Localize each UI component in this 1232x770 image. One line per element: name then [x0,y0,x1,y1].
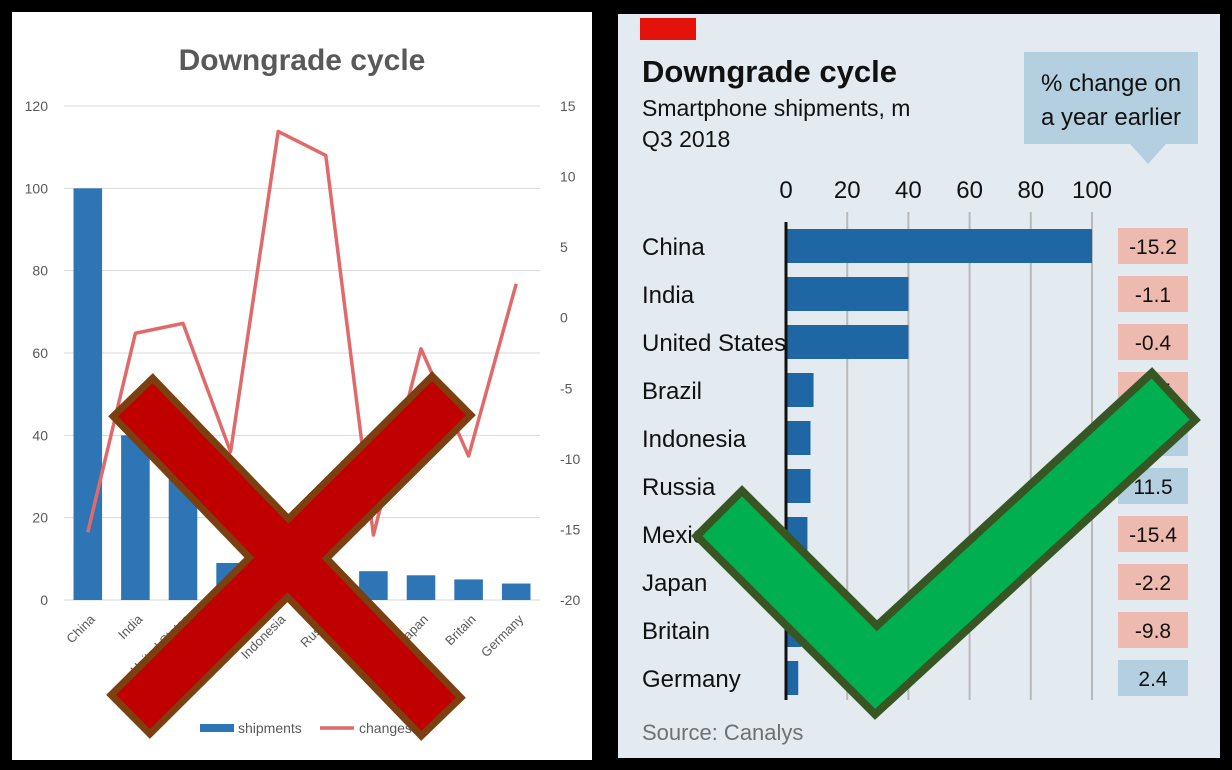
x-tick-label: 60 [956,177,983,204]
changes-line [86,129,518,537]
cross-stroke-fill [116,381,466,729]
change-box-mexico [1118,516,1188,552]
chart-title: Downgrade cycle [179,44,426,77]
change-box-britain [1118,612,1188,648]
category-label-indonesia: Indonesia [642,426,747,453]
y-tick-label: 20 [32,510,48,526]
y2-tick-label: 15 [560,98,576,114]
x-tick-label: 0 [779,177,792,204]
bar-india [121,435,150,600]
bar-china [786,229,1092,263]
x-tick-label: 100 [1072,177,1112,204]
y-tick-label: 80 [32,263,48,279]
change-value-britain: -9.8 [1135,620,1171,643]
change-value-india: -1.1 [1135,284,1171,307]
category-label-china: China [642,234,705,261]
category-label-germany: Germany [642,666,741,693]
change-box-united-states [1118,324,1188,360]
y-tick-label: 60 [32,345,48,361]
y2-tick-label: 0 [560,310,568,326]
change-header-text: % change on [1041,70,1181,97]
x-tick-label: 20 [834,177,861,204]
legend-label-changes: changes [359,720,412,736]
economist-bar-chart: Downgrade cycle Smartphone shipments, m Q3… [640,18,1201,745]
change-value-mexico: -15.4 [1129,524,1177,547]
category-label-russia: Russia [642,474,716,501]
chart-period: Q3 2018 [642,126,730,152]
chart-title: Downgrade cycle [642,54,897,89]
change-value-japan: -2.2 [1135,572,1171,595]
x-tick-label: 40 [895,177,922,204]
change-box-china [1118,228,1188,264]
x-tick-label: 80 [1017,177,1044,204]
green-check-mark [691,367,1201,720]
x-tick-label: Germany [478,611,527,660]
change-box-germany [1118,660,1188,696]
bar-germany [501,583,531,600]
y2-tick-label: -10 [560,451,580,467]
check-stroke-fill [702,378,1190,709]
bar-india [786,277,909,311]
change-box-japan [1118,564,1188,600]
right-chart-panel: Downgrade cycle Smartphone shipments, m Q3… [618,14,1220,758]
x-tick-label: China [63,611,98,646]
change-header-box [1024,52,1198,164]
y2-tick-label: 5 [560,239,568,255]
y-tick-label: 0 [40,592,48,608]
y2-tick-label: -5 [560,380,573,396]
red-cross-mark [106,371,476,741]
x-tick-label: Britain [442,612,479,649]
y-tick-label: 100 [25,180,49,196]
category-label-india: India [642,282,695,309]
y2-tick-label: -20 [560,592,580,608]
bar-japan [406,575,436,600]
source-note: Source: Canalys [642,720,803,745]
category-label-united-states: United States [642,330,786,357]
bar-germany [786,661,799,695]
left-chart-panel: Downgrade cycle 0 20 40 60 80 100 120 -20 -15 -10-… [12,12,592,760]
bar-china [73,188,103,601]
change-value-russia: 11.5 [1133,476,1172,499]
y2-tick-label: 10 [560,169,576,185]
change-box-india [1118,276,1188,312]
bar-britain [454,579,483,600]
change-value-china: -15.2 [1129,236,1177,259]
bar-brazil [786,373,814,407]
y-tick-label: 120 [25,98,49,114]
change-value-united-states: -0.4 [1135,332,1172,355]
category-label-brazil: Brazil [642,378,702,405]
combo-chart: Downgrade cycle020406080100120-20-15-10-… [25,44,580,741]
bar-united-states [786,325,909,359]
category-label-japan: Japan [642,570,707,597]
x-tick-label: India [115,611,146,642]
category-label-britain: Britain [642,618,710,645]
y2-tick-label: -15 [560,521,580,537]
chart-subtitle: Smartphone shipments, m [642,95,910,121]
y-tick-label: 40 [32,427,48,443]
legend-label-shipments: shipments [238,720,302,736]
change-header-text: a year earlier [1041,104,1181,131]
change-value-germany: 2.4 [1138,668,1168,691]
red-tag [640,18,696,40]
bar-indonesia [786,421,811,455]
bar-russia [786,469,811,503]
legend-swatch-shipments [200,724,234,732]
